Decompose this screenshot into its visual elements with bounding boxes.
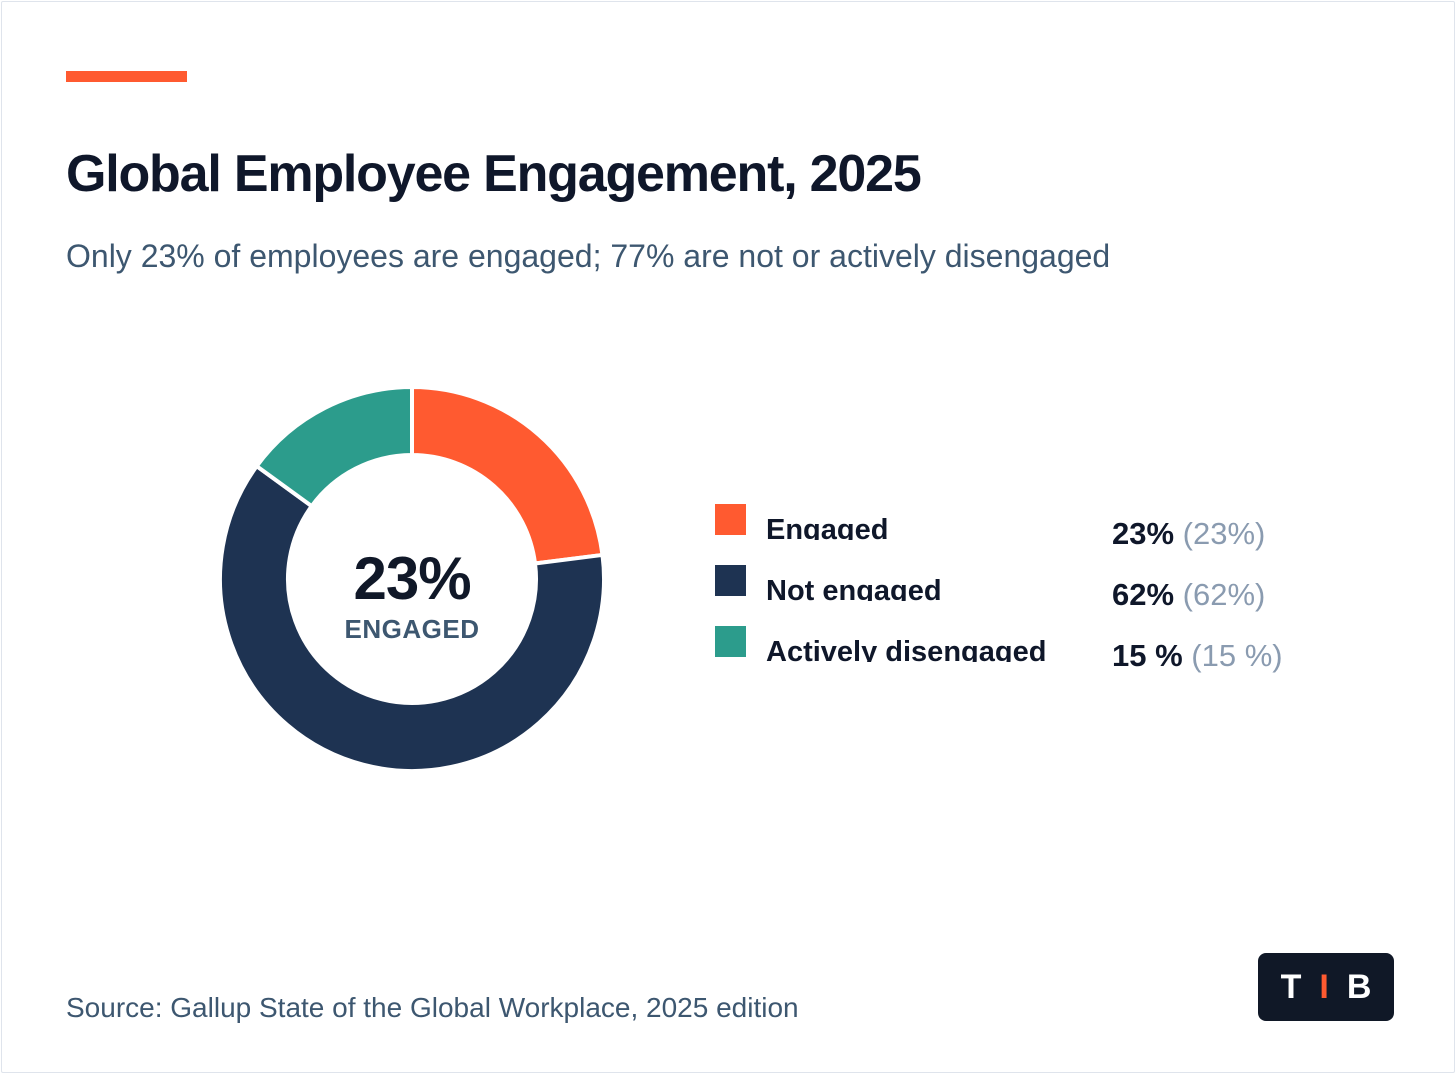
source-note: Source: Gallup State of the Global Workp… xyxy=(66,992,799,1023)
tib-logo: T I B xyxy=(1258,953,1394,1021)
legend-item-not-engaged: Not engaged 62% (62%) xyxy=(715,565,1315,626)
legend-percent-secondary: (15 %) xyxy=(1191,638,1283,673)
legend-item-actively-disengaged: Actively disengaged 15 % (15 %) xyxy=(715,626,1315,687)
legend-label: Actively disengaged xyxy=(766,636,1047,662)
center-label: ENGAGED xyxy=(344,614,480,644)
legend-value: 23% (23%) xyxy=(1112,516,1265,552)
legend-swatch xyxy=(715,626,746,657)
legend-percent: 15 % xyxy=(1112,638,1183,673)
legend-swatch xyxy=(715,565,746,596)
center-value: 23% xyxy=(353,545,471,612)
legend-percent-secondary: (23%) xyxy=(1182,516,1266,551)
legend-percent-secondary: (62%) xyxy=(1182,577,1266,612)
legend-percent: 62% xyxy=(1112,577,1175,612)
chart-title: Global Employee Engagement, 2025 xyxy=(66,145,922,203)
legend-label: Not engaged xyxy=(766,575,942,601)
legend-value: 62% (62%) xyxy=(1112,577,1265,613)
donut-slice-actively-disengaged xyxy=(253,384,414,509)
legend: Engaged 23% (23%) Not engaged 62% (62%) … xyxy=(715,504,1315,687)
legend-swatch xyxy=(715,504,746,535)
legend-label: Engaged xyxy=(766,514,889,540)
donut-chart xyxy=(218,384,606,773)
donut-slice-engaged xyxy=(410,384,605,566)
logo-letter: T xyxy=(1280,967,1302,1006)
legend-item-engaged: Engaged 23% (23%) xyxy=(715,504,1315,565)
logo-letter: B xyxy=(1346,967,1372,1006)
accent-bar xyxy=(66,71,187,82)
legend-value: 15 % (15 %) xyxy=(1112,638,1283,674)
chart-subtitle: Only 23% of employees are engaged; 77% a… xyxy=(66,238,1111,274)
donut-slice-not-engaged xyxy=(218,463,606,773)
legend-percent: 23% xyxy=(1112,516,1175,551)
logo-letter: I xyxy=(1319,967,1329,1006)
